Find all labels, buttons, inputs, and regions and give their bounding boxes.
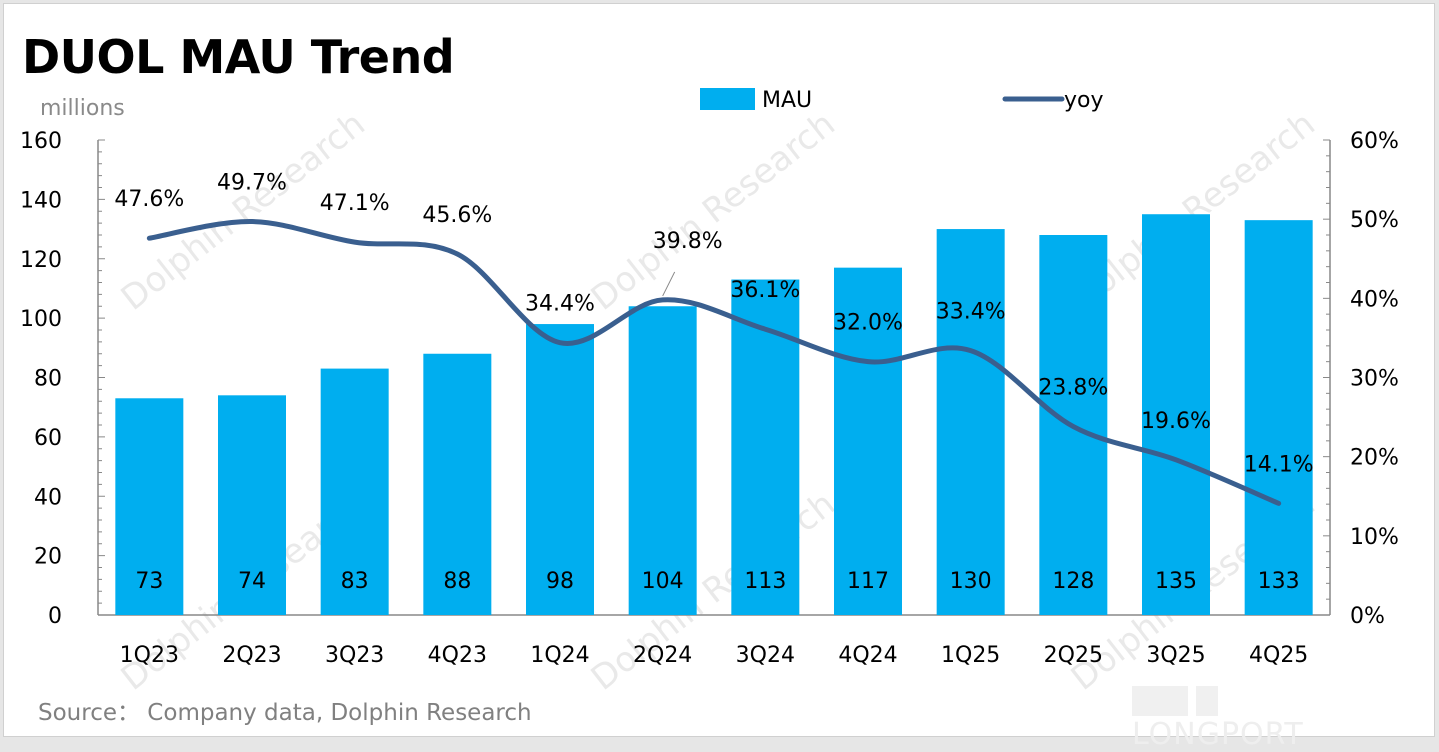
bar-2Q23 xyxy=(218,395,286,615)
y2-tick-label: 20% xyxy=(1350,446,1399,471)
bar-value-label: 130 xyxy=(950,569,992,594)
x-tick-label: 4Q24 xyxy=(838,643,897,668)
yoy-data-label: 23.8% xyxy=(1038,376,1108,401)
x-tick-label: 1Q24 xyxy=(530,643,589,668)
yoy-data-label: 36.1% xyxy=(730,278,800,303)
yoy-data-label: 47.6% xyxy=(114,187,184,212)
yoy-data-label: 47.1% xyxy=(320,191,390,216)
legend-yoy-label: yoy xyxy=(1064,88,1104,113)
y2-tick-label: 50% xyxy=(1350,208,1399,233)
bar-value-label: 133 xyxy=(1258,569,1300,594)
bar-value-label: 74 xyxy=(238,569,266,594)
y2-tick-label: 60% xyxy=(1350,129,1399,154)
x-tick-label: 3Q25 xyxy=(1146,643,1205,668)
y-tick-label: 120 xyxy=(20,248,62,273)
x-tick-label: 2Q23 xyxy=(222,643,281,668)
bar-value-label: 73 xyxy=(135,569,163,594)
x-tick-label: 3Q23 xyxy=(325,643,384,668)
yoy-line xyxy=(146,219,1282,506)
x-tick-label: 1Q25 xyxy=(941,643,1000,668)
y2-tick-label: 0% xyxy=(1350,604,1385,629)
bar-3Q25 xyxy=(1142,214,1210,615)
x-tick-label: 3Q24 xyxy=(736,643,795,668)
watermark: Dolphin Research xyxy=(584,104,843,319)
y-tick-label: 40 xyxy=(34,485,62,510)
leader-line xyxy=(662,271,676,297)
unit-label: millions xyxy=(40,96,125,121)
y-tick-label: 0 xyxy=(48,604,62,629)
yoy-data-label: 33.4% xyxy=(936,300,1006,325)
bar-1Q25 xyxy=(936,229,1005,615)
bar-4Q24 xyxy=(834,267,902,615)
bar-value-label: 98 xyxy=(546,569,574,594)
yoy-data-label: 39.8% xyxy=(653,229,723,254)
bar-value-label: 113 xyxy=(744,569,786,594)
y-tick-label: 140 xyxy=(20,188,62,213)
y2-tick-label: 40% xyxy=(1350,287,1399,312)
yoy-data-label: 14.1% xyxy=(1244,452,1314,477)
yoy-data-label: 49.7% xyxy=(217,171,287,196)
x-tick-label: 1Q23 xyxy=(120,643,179,668)
y-tick-label: 80 xyxy=(34,367,62,392)
y-tick-label: 100 xyxy=(20,307,62,332)
x-tick-label: 4Q25 xyxy=(1249,643,1308,668)
y-tick-label: 60 xyxy=(34,426,62,451)
y-tick-label: 20 xyxy=(34,545,62,570)
bar-2Q24 xyxy=(628,306,697,615)
bar-value-label: 88 xyxy=(443,569,471,594)
bar-4Q23 xyxy=(423,353,492,615)
bar-1Q23 xyxy=(115,398,184,615)
bar-value-label: 135 xyxy=(1155,569,1197,594)
y2-tick-label: 30% xyxy=(1350,367,1399,392)
bar-4Q25 xyxy=(1244,220,1313,615)
watermark: Dolphin Research xyxy=(584,484,843,699)
bar-value-label: 128 xyxy=(1052,569,1094,594)
yoy-data-label: 34.4% xyxy=(525,292,595,317)
chart-title: DUOL MAU Trend xyxy=(22,30,455,84)
x-tick-label: 2Q24 xyxy=(633,643,692,668)
y-tick-label: 160 xyxy=(20,129,62,154)
bar-1Q24 xyxy=(526,324,594,615)
yoy-data-label: 19.6% xyxy=(1141,409,1211,434)
y2-tick-label: 10% xyxy=(1350,525,1399,550)
bar-3Q23 xyxy=(320,368,389,615)
legend-mau-label: MAU xyxy=(762,88,812,113)
yoy-data-label: 32.0% xyxy=(833,311,903,336)
x-tick-label: 2Q25 xyxy=(1044,643,1103,668)
bar-value-label: 104 xyxy=(642,569,684,594)
bar-value-label: 117 xyxy=(847,569,889,594)
bar-value-label: 83 xyxy=(341,569,369,594)
yoy-data-label: 45.6% xyxy=(422,203,492,228)
legend-mau-swatch xyxy=(700,88,755,110)
source-note: Source： Company data, Dolphin Research xyxy=(38,700,532,726)
x-tick-label: 4Q23 xyxy=(428,643,487,668)
